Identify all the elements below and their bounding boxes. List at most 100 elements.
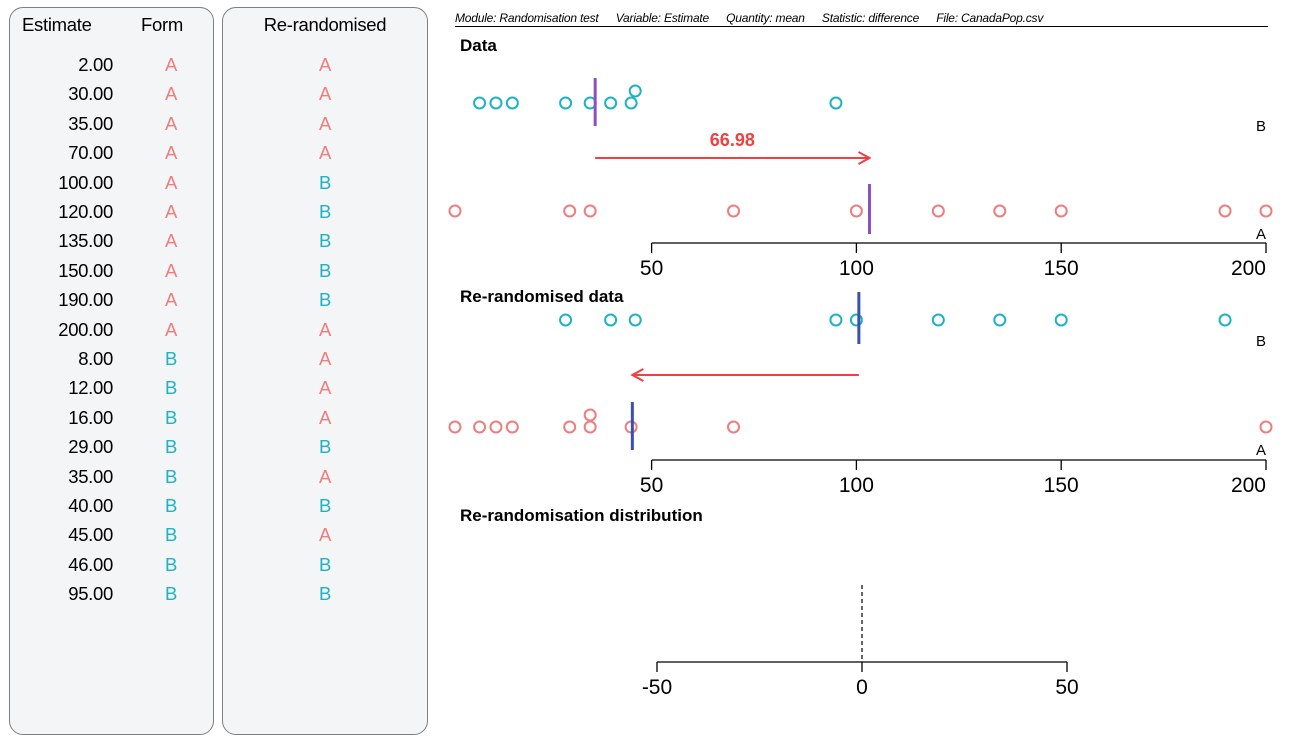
rerandomised-section-title: Re-randomised data <box>460 287 624 306</box>
table-row: 35.00 B <box>10 466 213 495</box>
group-label-b: B <box>1256 118 1266 135</box>
rerandomised-point-a <box>448 420 462 434</box>
table-row: 100.00 A <box>10 172 213 201</box>
rerandomised-difference-arrow-head <box>630 368 644 382</box>
rerandomised-axis-tick-label: 200 <box>1231 474 1266 497</box>
data-point-b <box>489 96 503 110</box>
rerandomised-cell: A <box>318 348 332 369</box>
variable-label: Variable: Estimate <box>615 11 710 25</box>
rerandomised-row: B <box>223 172 427 201</box>
rerandomised-cell: A <box>318 524 332 546</box>
rerandomised-cell: B <box>318 583 332 605</box>
rerandomised-point-b <box>1218 313 1232 327</box>
rerandomised-row: B <box>223 201 427 230</box>
table-row: 40.00 B <box>10 495 213 524</box>
data-axis-tick-label: 200 <box>1231 257 1266 280</box>
rerandomised-row: A <box>223 319 427 348</box>
rerandomised-row: B <box>223 260 427 289</box>
rerandomised-row: A <box>223 377 427 406</box>
rerandomised-point-a <box>727 420 741 434</box>
estimate-cell: 95.00 <box>68 583 113 605</box>
form-cell: A <box>165 54 178 75</box>
rerandomised-point-a <box>563 420 577 434</box>
distribution-axis-tick-label: 0 <box>856 676 868 699</box>
estimate-cell: 100.00 <box>58 171 113 193</box>
data-point-a <box>583 204 597 218</box>
table-row: 200.00 A <box>10 319 213 348</box>
estimate-cell: 70.00 <box>68 142 113 164</box>
form-cell: B <box>165 436 178 458</box>
form-cell: A <box>165 142 178 164</box>
form-cell: B <box>165 583 178 605</box>
rerandomised-point-b <box>993 313 1007 327</box>
table-row: 150.00 A <box>10 260 213 289</box>
rerandomised-row: A <box>223 142 427 171</box>
table-row: 35.00 A <box>10 113 213 142</box>
rerandomised-cell: A <box>318 112 332 134</box>
rerandomised-row: B <box>223 230 427 259</box>
form-cell: A <box>165 230 178 252</box>
module-info-header: Module: Randomisation test Variable: Est… <box>455 11 1268 27</box>
data-point-a <box>849 204 863 218</box>
estimate-cell: 16.00 <box>68 406 113 428</box>
data-point-a <box>563 204 577 218</box>
data-point-b <box>473 96 487 110</box>
form-column-header: Form <box>141 14 183 35</box>
data-point-a <box>727 204 741 218</box>
rerandomised-axis-tick-label: 100 <box>839 474 874 497</box>
rerandomised-cell: A <box>318 83 332 105</box>
data-point-b <box>604 96 618 110</box>
rerandomised-cell: B <box>318 259 332 281</box>
rerandomised-cell: A <box>318 142 332 164</box>
rerandomised-row: A <box>223 348 427 377</box>
plot-area: Module: Randomisation test Variable: Est… <box>440 0 1303 738</box>
form-cell: B <box>165 465 178 487</box>
rerandomised-point-b <box>559 313 573 327</box>
data-point-a <box>993 204 1007 218</box>
distribution-axis-tick-label: -50 <box>642 676 672 699</box>
rerandomised-point-b <box>1054 313 1068 327</box>
rerandomised-row: B <box>223 583 427 612</box>
rerandomised-point-a <box>583 420 597 434</box>
estimate-cell: 40.00 <box>68 495 113 516</box>
rerandomised-cell: B <box>318 553 332 575</box>
data-axis-tick-label: 50 <box>640 257 663 280</box>
difference-arrow-head <box>858 151 872 165</box>
rerandomised-row: A <box>223 524 427 553</box>
file-label: File: CanadaPop.csv <box>936 11 1044 25</box>
form-cell: A <box>165 83 178 105</box>
rerandomised-row: A <box>223 54 427 83</box>
rerandomised-row: B <box>223 289 427 318</box>
group-label-a: A <box>1256 226 1266 243</box>
rerandomised-point-b <box>849 313 863 327</box>
data-axis-tick-label: 100 <box>839 257 874 280</box>
estimate-cell: 200.00 <box>58 318 113 340</box>
form-cell: A <box>165 318 178 340</box>
form-cell: B <box>165 406 178 428</box>
rerandomised-point-b <box>931 313 945 327</box>
rerandomised-cell: A <box>318 318 332 340</box>
data-point-b <box>505 96 519 110</box>
rerandomised-point-a <box>489 420 503 434</box>
estimate-column-header: Estimate <box>22 14 92 35</box>
form-cell: B <box>165 495 178 516</box>
estimate-cell: 150.00 <box>58 259 113 281</box>
rerandomised-row: A <box>223 83 427 112</box>
rerandomised-cell: B <box>318 495 332 516</box>
rerandomised-cell: A <box>318 406 332 428</box>
data-point-b <box>559 96 573 110</box>
rerandomised-row: B <box>223 554 427 583</box>
estimate-cell: 35.00 <box>68 465 113 487</box>
rerandomised-axis-tick-label: 50 <box>640 474 663 497</box>
table-row: 30.00 A <box>10 83 213 112</box>
statistic-label: Statistic: difference <box>821 11 920 25</box>
dot-plots-svg: 66.98 B A 50 100 150 200 B A 50 100 150 200 -50 0 50 <box>448 78 1273 699</box>
data-point-a <box>931 204 945 218</box>
rerandomised-cell: B <box>318 171 332 193</box>
table-row: 190.00 A <box>10 289 213 318</box>
rerandomised-point-b <box>604 313 618 327</box>
table-row: 95.00 B <box>10 583 213 612</box>
rerandomised-point-a <box>583 408 597 422</box>
estimate-cell: 35.00 <box>68 112 113 134</box>
